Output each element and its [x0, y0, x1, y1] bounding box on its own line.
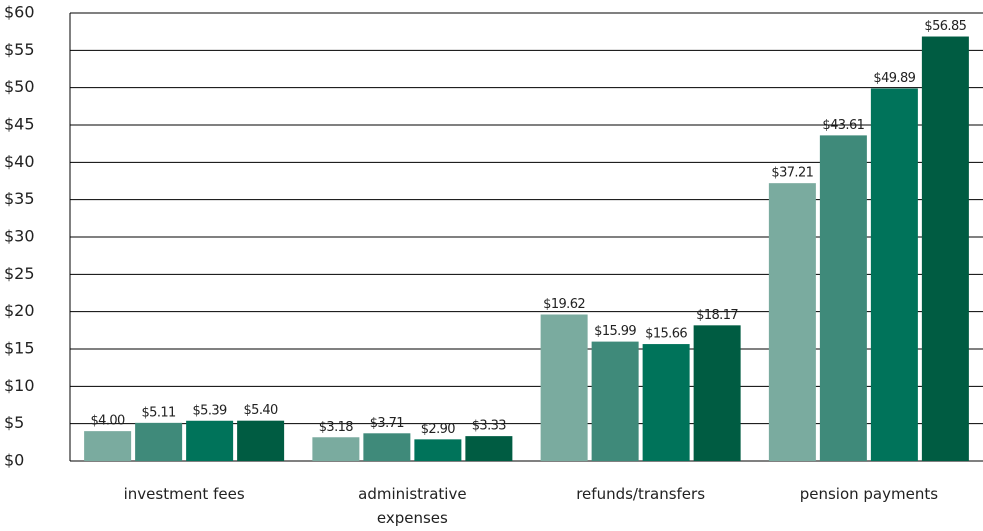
y-tick-label: $10 [4, 376, 35, 395]
value-label: $2.90 [421, 422, 456, 437]
bar [84, 431, 132, 461]
y-tick-label: $50 [4, 77, 35, 96]
bar [363, 433, 411, 461]
value-label: $49.89 [873, 71, 915, 86]
y-tick-label: $40 [4, 152, 35, 171]
y-tick-label: $30 [4, 227, 35, 246]
value-label: $3.71 [370, 416, 405, 431]
value-label: $37.21 [771, 166, 813, 181]
value-label: $15.66 [645, 327, 687, 342]
bar [768, 183, 816, 461]
bar [312, 437, 360, 461]
y-tick-label: $25 [4, 264, 35, 283]
x-tick-label: administrative expenses [358, 485, 467, 527]
x-tick-label: investment fees [123, 485, 245, 503]
bar [819, 135, 867, 461]
bar [135, 422, 183, 461]
bar [186, 420, 234, 461]
bar [921, 36, 969, 462]
x-tick-label: refunds/transfers [576, 485, 706, 503]
value-label: $4.00 [91, 414, 126, 429]
value-label: $18.17 [696, 308, 738, 323]
value-label: $3.33 [472, 419, 507, 434]
x-tick-label: pension payments [799, 485, 939, 503]
value-label: $5.39 [193, 403, 228, 418]
y-tick-label: $35 [4, 189, 35, 208]
value-label: $5.40 [244, 403, 279, 418]
y-tick-label: $5 [4, 413, 24, 432]
y-tick-label: $60 [4, 3, 35, 22]
bar [540, 314, 588, 461]
bar [870, 88, 918, 461]
bar [237, 420, 285, 461]
value-label: $19.62 [543, 297, 585, 312]
bar [642, 344, 690, 461]
y-tick-label: $45 [4, 115, 35, 134]
value-label: $43.61 [822, 118, 864, 133]
value-label: $56.85 [924, 19, 966, 34]
y-tick-label: $20 [4, 301, 35, 320]
bar [414, 439, 462, 461]
bar [465, 436, 513, 461]
value-label: $5.11 [142, 405, 177, 420]
y-tick-label: $55 [4, 40, 35, 59]
y-tick-label: $15 [4, 339, 35, 358]
bar [693, 325, 741, 461]
value-label: $15.99 [594, 324, 636, 339]
bar [591, 341, 639, 461]
y-tick-label: $0 [4, 451, 24, 470]
value-label: $3.18 [319, 420, 354, 435]
